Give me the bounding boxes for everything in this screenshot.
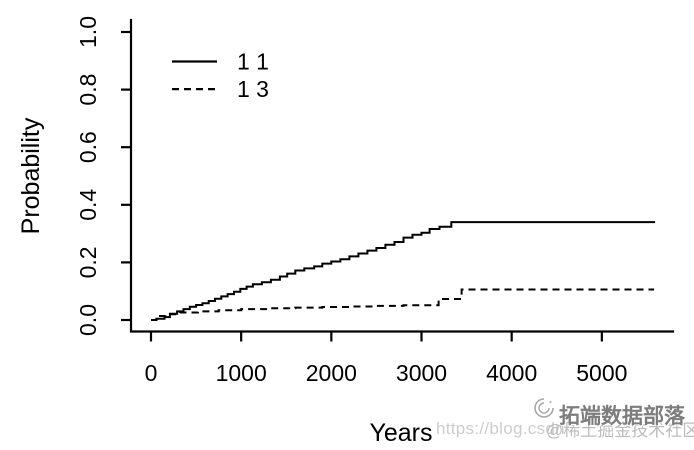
legend: 1 11 3 xyxy=(172,49,269,102)
series-curve-11 xyxy=(151,221,656,321)
series-curve-13 xyxy=(151,288,655,321)
juejin-community-watermark: @稀土掘金技术社区 xyxy=(546,421,694,440)
tecdat-watermark: 拓端数据部落 xyxy=(559,405,685,428)
swirl-icon xyxy=(534,398,554,418)
x-tick-label: 1000 xyxy=(216,360,267,386)
series-lines xyxy=(151,221,656,321)
y-axis-label: Probability xyxy=(17,117,45,234)
x-tick-label: 0 xyxy=(145,360,158,386)
y-tick-label: 0.0 xyxy=(75,304,101,336)
x-tick-label: 4000 xyxy=(486,360,537,386)
x-tick-label: 5000 xyxy=(576,360,627,386)
legend-label: 1 3 xyxy=(237,76,269,102)
y-tick-label: 0.8 xyxy=(75,74,101,106)
axis-lines xyxy=(129,18,675,333)
x-tick-label: 2000 xyxy=(306,360,357,386)
url-watermark: https://blog.csdn xyxy=(436,419,565,438)
y-tick-label: 0.4 xyxy=(75,189,101,221)
x-tick-label: 3000 xyxy=(396,360,447,386)
x-axis-label: Years xyxy=(369,419,432,447)
y-tick-label: 1.0 xyxy=(75,16,101,48)
y-tick-label: 0.2 xyxy=(75,246,101,278)
y-tick-label: 0.6 xyxy=(75,131,101,163)
axes: 0 1000 2000 3000 4000 5000 0.0 0.2 0.4 0.6 0.8 1.0 xyxy=(75,16,675,386)
legend-label: 1 1 xyxy=(237,49,269,75)
